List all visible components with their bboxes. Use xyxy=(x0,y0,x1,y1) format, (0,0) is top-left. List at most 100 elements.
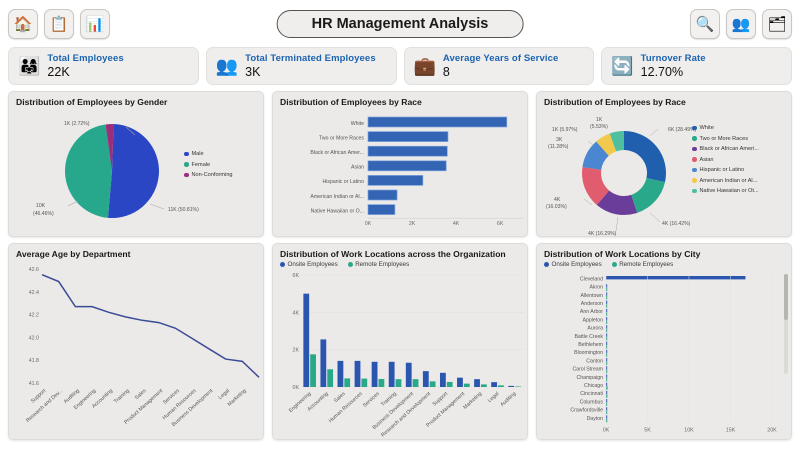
bar-onsite[interactable] xyxy=(606,358,608,362)
bar-remote[interactable] xyxy=(606,353,608,357)
bar-onsite[interactable] xyxy=(303,293,310,387)
donut-slice[interactable] xyxy=(596,133,617,156)
bar[interactable] xyxy=(367,116,508,128)
briefcase-clock-icon: 💼 xyxy=(413,56,436,76)
donut-slice[interactable] xyxy=(596,190,638,215)
bar-remote[interactable] xyxy=(606,402,608,406)
bar[interactable] xyxy=(367,160,447,172)
donut-slice[interactable] xyxy=(631,178,665,213)
bar-onsite[interactable] xyxy=(491,382,498,387)
bar-onsite[interactable] xyxy=(606,341,608,345)
bar-remote[interactable] xyxy=(515,386,521,387)
bar-onsite[interactable] xyxy=(422,371,429,387)
bar-onsite[interactable] xyxy=(606,325,608,329)
donut-data-label: (11.28%) xyxy=(548,144,569,150)
pie-slice[interactable] xyxy=(105,124,114,171)
bar-onsite[interactable] xyxy=(606,390,608,395)
bar-remote[interactable] xyxy=(412,379,419,387)
city-plot[interactable]: Cleveland Akron Allentown Anderson Ann Arbor… xyxy=(544,269,784,439)
bar-onsite[interactable] xyxy=(606,308,608,313)
kpi-turnover-rate[interactable]: 🔄 Turnover Rate 12.70% xyxy=(601,47,792,85)
bar-remote[interactable] xyxy=(429,381,436,387)
bar-onsite[interactable] xyxy=(354,360,361,387)
bar-onsite[interactable] xyxy=(606,333,608,337)
bar-onsite[interactable] xyxy=(606,292,608,296)
bar-remote[interactable] xyxy=(395,379,402,387)
bar-onsite[interactable] xyxy=(606,382,608,386)
bar-onsite[interactable] xyxy=(606,300,608,304)
kpi-total-employees[interactable]: 👨‍👩‍👧 Total Employees 22K xyxy=(8,47,199,85)
bar-remote[interactable] xyxy=(606,287,608,292)
bar-onsite[interactable] xyxy=(320,339,327,387)
race-bar-chart[interactable]: White Two or More Races Black or African A… xyxy=(280,109,524,236)
bar-onsite[interactable] xyxy=(388,361,395,387)
bar-remote[interactable] xyxy=(361,378,368,387)
age-line-chart[interactable]: 41.6 41.8 42.0 42.2 42.4 42.6 Support Research … xyxy=(16,261,260,439)
document-search-icon[interactable]: 🔍 xyxy=(690,9,720,39)
kpi-total-terminated-employees[interactable]: 👥 Total Terminated Employees 3K xyxy=(205,47,397,85)
bar-remote[interactable] xyxy=(498,385,504,387)
bar-remote[interactable] xyxy=(606,304,608,308)
pie-slice[interactable] xyxy=(65,124,112,218)
people-settings-icon[interactable]: 🗂 xyxy=(762,9,792,39)
bar-remote[interactable] xyxy=(606,361,608,365)
bar-onsite[interactable] xyxy=(606,415,608,419)
donut-slice[interactable] xyxy=(609,131,625,152)
bar-remote[interactable] xyxy=(310,354,316,387)
donut-slice[interactable] xyxy=(624,131,666,183)
bar-remote[interactable] xyxy=(480,384,487,387)
bar-remote[interactable] xyxy=(606,386,608,390)
bar-remote[interactable] xyxy=(378,378,385,387)
clipboard-report-icon[interactable]: 📋 xyxy=(44,9,74,39)
bar-remote[interactable] xyxy=(463,383,470,387)
bar[interactable] xyxy=(367,175,424,186)
bar-remote[interactable] xyxy=(606,394,608,398)
bar-onsite[interactable] xyxy=(606,317,608,321)
analytics-time-icon[interactable]: 📊 xyxy=(80,9,110,39)
gender-pie-chart[interactable]: 11K (50.81%) 10K (46.46%) 1K (2.72%) Mal… xyxy=(16,109,256,235)
bar-onsite[interactable] xyxy=(606,407,608,411)
bar-remote[interactable] xyxy=(606,296,608,300)
bar-onsite[interactable] xyxy=(457,377,463,387)
bar-remote[interactable] xyxy=(327,369,334,387)
race-donut-chart[interactable]: 6K (28.49%) 4K (16.42%) 4K (16.29%) 4K (16.0… xyxy=(544,109,784,236)
bar-onsite[interactable] xyxy=(337,360,344,387)
donut-slice[interactable] xyxy=(582,167,610,206)
donut-slice[interactable] xyxy=(582,141,609,170)
bar-onsite[interactable] xyxy=(606,366,608,370)
bar-onsite[interactable] xyxy=(606,276,746,280)
city-chart-scrollbar[interactable] xyxy=(784,274,788,374)
legend-item: Hispanic or Latino xyxy=(692,167,759,173)
bar-onsite[interactable] xyxy=(474,379,480,387)
bar[interactable] xyxy=(367,145,448,157)
bar[interactable] xyxy=(367,131,449,142)
line-path[interactable] xyxy=(41,274,260,378)
bar-onsite[interactable] xyxy=(405,362,412,387)
city-chart-scroll-thumb[interactable] xyxy=(784,274,788,320)
bar-remote[interactable] xyxy=(606,328,608,333)
bar-onsite[interactable] xyxy=(606,374,608,378)
bar-remote[interactable] xyxy=(606,337,608,341)
bar-onsite[interactable] xyxy=(439,372,446,387)
bar-onsite[interactable] xyxy=(606,349,608,354)
worklocation-plot[interactable]: 0K 2K 4K 6K Engineering Accounting Sales Human … xyxy=(280,269,524,439)
bar[interactable] xyxy=(367,204,396,215)
bar-remote[interactable] xyxy=(606,369,608,374)
people-cycle-icon[interactable]: 👥 xyxy=(726,9,756,39)
bar-remote[interactable] xyxy=(446,381,453,387)
bar-remote[interactable] xyxy=(344,378,351,387)
home-dashboard-icon[interactable]: 🏠 xyxy=(8,9,38,39)
bar-remote[interactable] xyxy=(606,320,608,324)
kpi-average-years-of-service[interactable]: 💼 Average Years of Service 8 xyxy=(403,47,595,85)
bar-remote[interactable] xyxy=(606,419,608,423)
bar-onsite[interactable] xyxy=(606,284,608,288)
bar-onsite[interactable] xyxy=(606,399,608,403)
bar-remote[interactable] xyxy=(606,378,608,382)
pie-slice[interactable] xyxy=(107,124,160,218)
bar-onsite[interactable] xyxy=(371,361,378,387)
bar-remote[interactable] xyxy=(606,312,608,316)
bar[interactable] xyxy=(367,189,398,201)
bar-remote[interactable] xyxy=(606,410,608,415)
bar-remote[interactable] xyxy=(606,345,608,349)
bar-onsite[interactable] xyxy=(508,385,515,387)
